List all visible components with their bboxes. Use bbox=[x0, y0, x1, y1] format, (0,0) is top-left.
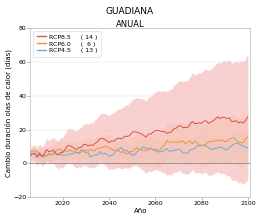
Text: ANUAL: ANUAL bbox=[116, 20, 144, 29]
Text: GUADIANA: GUADIANA bbox=[106, 7, 154, 15]
X-axis label: Año: Año bbox=[133, 208, 147, 214]
Legend: RCP8.5     ( 14 ), RCP6.0     (  6 ), RCP4.5     ( 13 ): RCP8.5 ( 14 ), RCP6.0 ( 6 ), RCP4.5 ( 13… bbox=[34, 31, 101, 57]
Y-axis label: Cambio duración olas de calor (días): Cambio duración olas de calor (días) bbox=[4, 49, 12, 177]
